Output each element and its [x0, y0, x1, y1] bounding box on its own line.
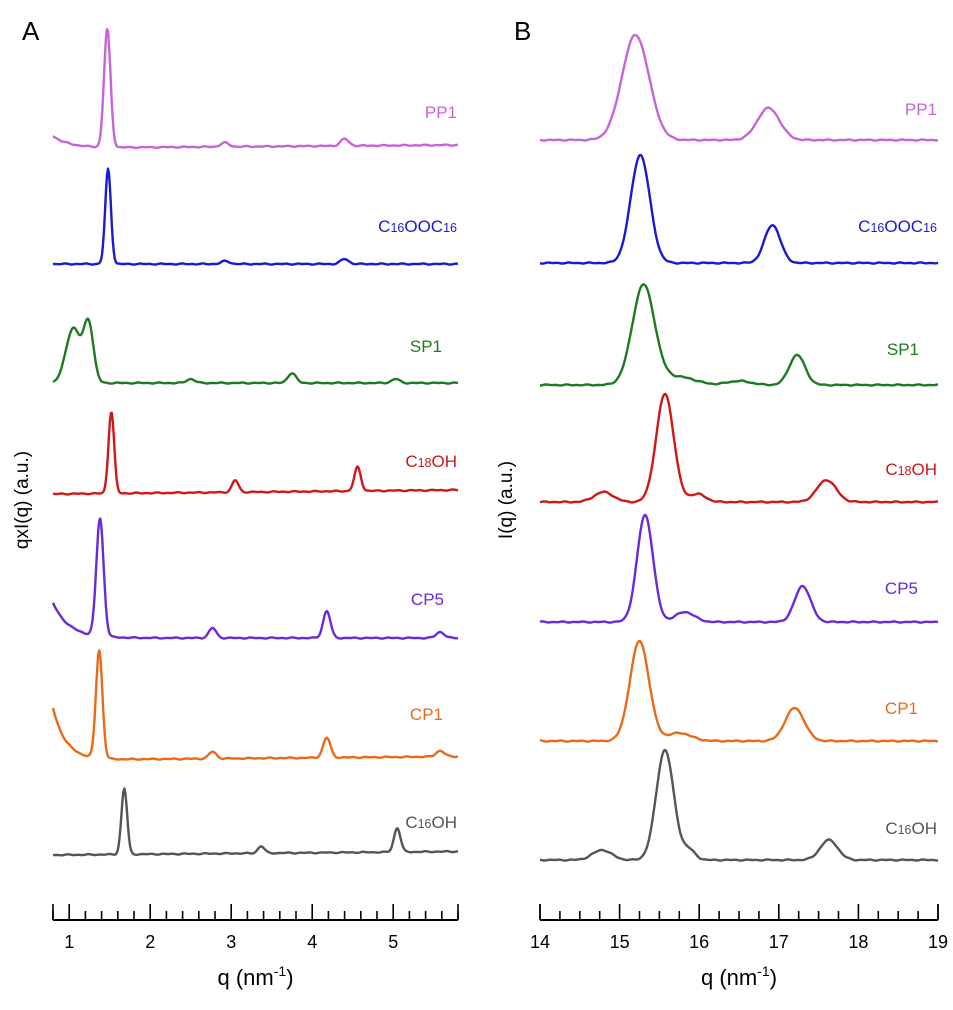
- x-tick-label: 14: [530, 932, 550, 952]
- y-axis-label: I(q) (a.u.): [496, 461, 517, 539]
- series-label-CP5: CP5: [885, 579, 918, 598]
- series-line-C18OH: [52, 411, 459, 496]
- series-line-C16OOC16: [539, 153, 939, 265]
- y-axis-label: qxI(q) (a.u.): [12, 451, 33, 549]
- series-label-CP5: CP5: [411, 590, 444, 609]
- series-line-PP1: [539, 33, 939, 142]
- x-tick-label: 2: [145, 932, 155, 952]
- panel-B: B I(q) (a.u.) PP1 C16OOC16 SP1 C18OH CP5 CP1 C16…: [496, 16, 948, 990]
- series-label-C16OH: C16OH: [885, 819, 937, 838]
- x-axis-label: q (nm-1): [217, 963, 293, 990]
- series-line-CP1: [539, 639, 939, 743]
- series-line-SP1: [539, 283, 939, 387]
- x-tick-label: 5: [388, 932, 398, 952]
- x-tick-label: 16: [689, 932, 709, 952]
- x-tick-label: 4: [307, 932, 317, 952]
- series-line-C16OH: [539, 748, 939, 862]
- series-line-CP5: [51, 517, 459, 640]
- series-line-C16OH: [52, 787, 459, 857]
- series-line-CP1: [51, 649, 459, 761]
- series-line-CP5: [539, 513, 939, 624]
- series-label-CP1: CP1: [885, 699, 918, 718]
- x-tick-label: 15: [610, 932, 630, 952]
- series-line-PP1: [52, 28, 459, 150]
- series-label-PP1: PP1: [425, 103, 457, 122]
- series-label-C16OOC16: C16OOC16: [378, 217, 457, 236]
- series-label-PP1: PP1: [905, 100, 937, 119]
- x-tick-label: 1: [64, 932, 74, 952]
- panel-label: B: [514, 16, 531, 46]
- series-line-SP1: [52, 317, 459, 385]
- x-tick-label: 3: [226, 932, 236, 952]
- x-axis-label: q (nm-1): [701, 963, 777, 990]
- series-label-CP1: CP1: [410, 705, 443, 724]
- x-tick-label: 19: [928, 932, 948, 952]
- series-label-C18OH: C18OH: [885, 460, 937, 479]
- series-label-C16OH: C16OH: [405, 813, 457, 832]
- series-line-C16OOC16: [52, 167, 459, 266]
- panel-label: A: [22, 16, 40, 46]
- series-label-SP1: SP1: [887, 340, 919, 359]
- series-label-C16OOC16: C16OOC16: [858, 217, 937, 236]
- x-tick-label: 18: [848, 932, 868, 952]
- series-line-C18OH: [539, 392, 939, 504]
- series-label-SP1: SP1: [410, 337, 442, 356]
- x-tick-label: 17: [769, 932, 789, 952]
- series-label-C18OH: C18OH: [405, 452, 457, 471]
